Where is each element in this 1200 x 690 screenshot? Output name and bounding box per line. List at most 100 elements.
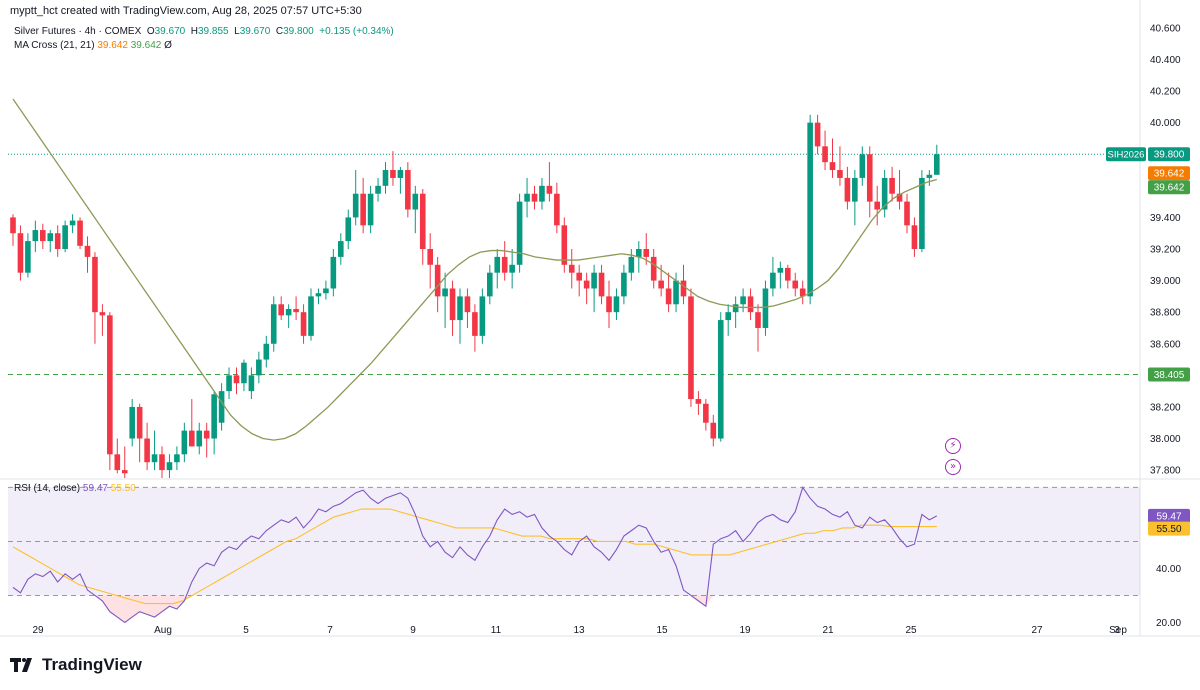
candle xyxy=(345,209,352,249)
candle xyxy=(278,296,284,321)
badge-value-bg xyxy=(1148,180,1190,195)
rsi-tick-label: 40.00 xyxy=(1156,564,1181,575)
candle-body xyxy=(777,267,784,273)
candle xyxy=(829,138,836,178)
tradingview-logo-text: TradingView xyxy=(42,655,142,674)
candle-body xyxy=(270,304,277,344)
rsi-badge: 59.47 xyxy=(1148,508,1190,523)
candle-body xyxy=(650,256,657,281)
candle xyxy=(516,193,523,273)
lightning-icon[interactable]: ⚡ xyxy=(945,438,961,454)
x-tick-label: 19 xyxy=(739,625,751,636)
candle-body xyxy=(717,320,724,439)
candle-body xyxy=(166,462,173,471)
rsi-badge-bg xyxy=(1148,508,1190,523)
rsi-badge-value: 55.50 xyxy=(1156,524,1181,535)
badge-value: 39.800 xyxy=(1154,150,1185,161)
candle-body xyxy=(174,454,180,463)
candle-body xyxy=(233,375,240,384)
candle-body xyxy=(412,193,419,210)
candle xyxy=(315,288,322,305)
candle xyxy=(241,359,247,392)
candle-body xyxy=(799,288,806,297)
candle xyxy=(449,280,456,336)
candle-body xyxy=(92,256,98,313)
candle xyxy=(539,177,545,210)
candle-body xyxy=(621,272,627,297)
candle-body xyxy=(628,256,635,273)
tradingview-logo[interactable]: TradingView xyxy=(10,655,142,675)
badge-value: 39.642 xyxy=(1154,169,1185,180)
badge-value-bg xyxy=(1148,147,1190,162)
badge-value-bg xyxy=(1148,367,1190,382)
candle-body xyxy=(911,225,918,249)
candle-body xyxy=(464,296,471,313)
candle-body xyxy=(419,193,426,249)
candle-body xyxy=(755,312,761,328)
candle-body xyxy=(293,309,299,313)
candle xyxy=(181,422,188,463)
candle xyxy=(203,422,210,458)
price-legend: Silver Futures · 4h · COMEX O39.670 H39.… xyxy=(14,26,394,37)
x-tick-label: 21 xyxy=(822,625,834,636)
candle-body xyxy=(390,170,396,178)
candle-body xyxy=(539,185,545,202)
candle-body xyxy=(226,375,232,392)
rsi-legend[interactable]: RSI (14, close) 59.47 55.50 xyxy=(14,483,136,494)
symbol-label[interactable]: Silver Futures · 4h · COMEX xyxy=(14,26,142,37)
candle-body xyxy=(852,177,858,202)
candle-body xyxy=(501,256,508,273)
candle-body xyxy=(241,362,247,384)
candle-body xyxy=(107,315,113,455)
rsi-band xyxy=(8,487,1140,596)
candle xyxy=(762,280,769,336)
candle-body xyxy=(822,146,828,163)
candle-body xyxy=(576,272,582,281)
candle-body xyxy=(129,406,135,439)
forward-icon[interactable]: » xyxy=(945,459,961,475)
candle-body xyxy=(732,304,739,313)
price-tick-label: 39.400 xyxy=(1150,213,1181,224)
candle-body xyxy=(770,272,776,289)
badge-value-bg xyxy=(1148,166,1190,181)
candle-body xyxy=(531,193,538,202)
candle-body xyxy=(494,256,501,273)
candle-body xyxy=(837,170,843,178)
candle xyxy=(10,214,16,246)
candle xyxy=(263,335,270,368)
candle-body xyxy=(457,296,463,321)
candle-body xyxy=(472,312,478,336)
candle xyxy=(688,288,694,407)
candle xyxy=(799,280,806,305)
candle xyxy=(755,304,761,352)
candle-body xyxy=(345,217,352,242)
candle-body xyxy=(360,193,366,226)
candle-body xyxy=(211,394,217,439)
candle xyxy=(17,225,24,281)
ma-legend[interactable]: MA Cross (21, 21) 39.642 39.642 Ø xyxy=(14,40,172,51)
candle-body xyxy=(643,249,650,257)
candle xyxy=(151,430,158,471)
candle-body xyxy=(658,280,664,289)
candle xyxy=(777,261,784,289)
candle xyxy=(270,296,277,352)
candle xyxy=(419,188,426,265)
chart-credit: myptt_hct created with TradingView.com, … xyxy=(10,5,362,17)
candle-body xyxy=(62,225,68,249)
candle-body xyxy=(665,288,672,305)
candle xyxy=(814,114,821,155)
candle-body xyxy=(926,174,933,178)
rsi-badge: 55.50 xyxy=(1148,521,1190,536)
rsi-ma-value: 55.50 xyxy=(110,483,136,494)
candle-body xyxy=(397,170,404,178)
ma-value-a: 39.642 xyxy=(97,40,128,51)
price-tick-label: 38.000 xyxy=(1150,434,1181,445)
candle xyxy=(442,272,448,328)
candle-body xyxy=(405,170,411,210)
candle xyxy=(680,264,687,305)
candle xyxy=(32,220,39,253)
badge-label-bg xyxy=(1106,147,1146,162)
candle-body xyxy=(308,296,314,336)
candlestick-series xyxy=(10,114,940,478)
